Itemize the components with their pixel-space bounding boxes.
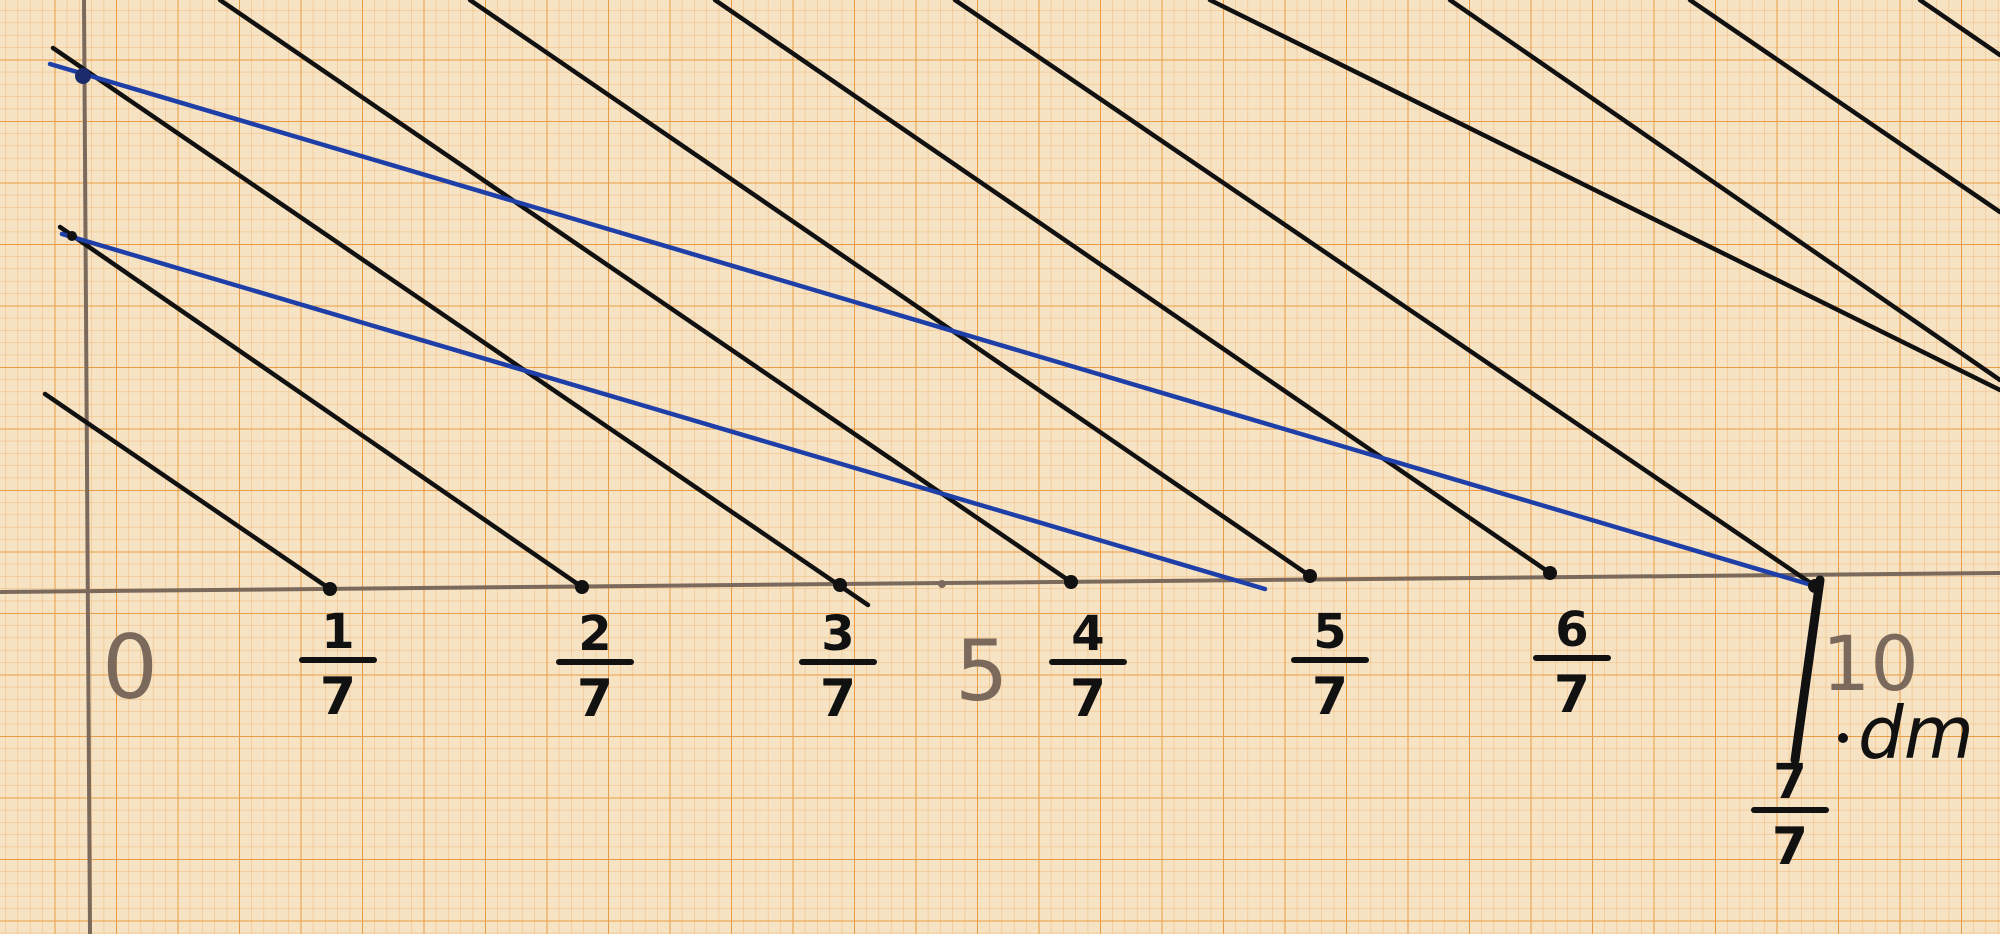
blue-line-lower <box>59 231 1268 592</box>
fraction-label-3: 37 <box>799 606 877 729</box>
middle-pencil-mark: 5 <box>955 622 1008 720</box>
fraction-denominator: 7 <box>1070 669 1106 729</box>
fraction-label-4: 47 <box>1049 606 1127 729</box>
vertical-axis <box>82 0 92 934</box>
division-point-2 <box>575 580 589 594</box>
parallel-line-1 <box>42 391 333 592</box>
unit-dot <box>1838 733 1848 743</box>
parallel-lines <box>42 0 2000 608</box>
fraction-denominator: 7 <box>320 667 356 727</box>
parallel-line-11 <box>1917 0 2000 58</box>
fraction-denominator: 7 <box>1312 667 1348 727</box>
parallel-line-2 <box>57 224 585 590</box>
division-points <box>323 566 1822 596</box>
blue-line-upper <box>47 61 1818 589</box>
division-point-5 <box>1303 569 1317 583</box>
parallel-line-3 <box>50 45 871 608</box>
division-point-3 <box>833 578 847 592</box>
division-point-6 <box>1543 566 1557 580</box>
unit-end-label: 10 <box>1822 619 1919 708</box>
fraction-label-6: 67 <box>1533 602 1611 725</box>
fraction-label-7: 77 <box>1751 754 1829 877</box>
fraction-numerator: 7 <box>1773 754 1806 810</box>
fraction-label-1: 17 <box>299 604 377 727</box>
parallel-line-8 <box>1207 0 2000 393</box>
axis-point-top <box>75 68 91 84</box>
fraction-numerator: 2 <box>578 606 611 662</box>
unit-label: dm <box>1858 691 1974 775</box>
division-point-4 <box>1064 575 1078 589</box>
fraction-numerator: 5 <box>1313 604 1346 660</box>
parallel-line-5 <box>467 0 1313 579</box>
fraction-numerator: 6 <box>1555 602 1588 658</box>
fraction-denominator: 7 <box>1772 817 1808 877</box>
fraction-numerator: 3 <box>821 606 854 662</box>
fraction-numerator: 1 <box>321 604 354 660</box>
unit-end-mark <box>1790 575 1825 765</box>
fraction-label-5: 57 <box>1291 604 1369 727</box>
axis-tick-dot <box>938 580 946 588</box>
fraction-numerator: 4 <box>1071 606 1104 662</box>
fraction-denominator: 7 <box>1554 665 1590 725</box>
parallel-line-7 <box>952 0 1818 589</box>
division-point-1 <box>323 582 337 596</box>
fraction-denominator: 7 <box>820 669 856 729</box>
origin-label: 0 <box>102 616 158 719</box>
parallel-line-9 <box>1447 0 2000 383</box>
axis-point-middle <box>67 231 77 241</box>
parallel-line-10 <box>1687 0 2000 215</box>
fraction-denominator: 7 <box>577 669 613 729</box>
parallel-line-6 <box>712 0 1553 576</box>
fraction-label-2: 27 <box>556 606 634 729</box>
parallel-line-4 <box>217 0 1074 585</box>
blue-lines <box>47 61 1818 592</box>
